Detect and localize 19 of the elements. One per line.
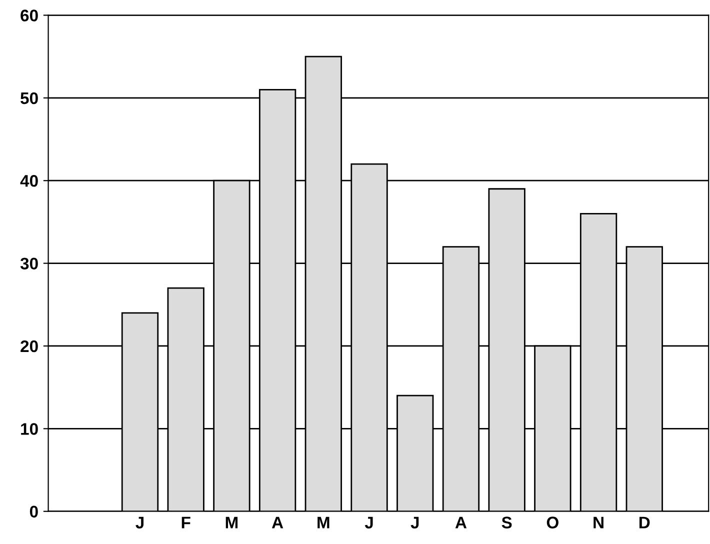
x-tick-label: M	[318, 516, 330, 528]
x-tick-label: A	[272, 516, 284, 528]
x-tick-label: A	[455, 516, 467, 528]
x-tick-label: O	[546, 516, 558, 528]
x-tick-label: N	[594, 516, 604, 528]
y-tick-label: 0	[30, 506, 38, 518]
x-tick-label: S	[502, 516, 512, 528]
y-tick-label: 30	[20, 258, 38, 270]
x-tick-label: F	[182, 516, 190, 528]
x-tick-label: J	[136, 516, 144, 528]
y-tick-label: 20	[20, 340, 38, 352]
x-tick-label: J	[410, 516, 419, 528]
x-tick-label: J	[364, 516, 373, 528]
x-tick-label: M	[226, 516, 238, 528]
y-tick-label: 50	[20, 92, 38, 104]
y-tick-label: 10	[21, 423, 38, 435]
y-tick-label: 40	[20, 175, 38, 187]
y-tick-label: 60	[20, 10, 38, 22]
x-tick-label: D	[639, 516, 650, 528]
